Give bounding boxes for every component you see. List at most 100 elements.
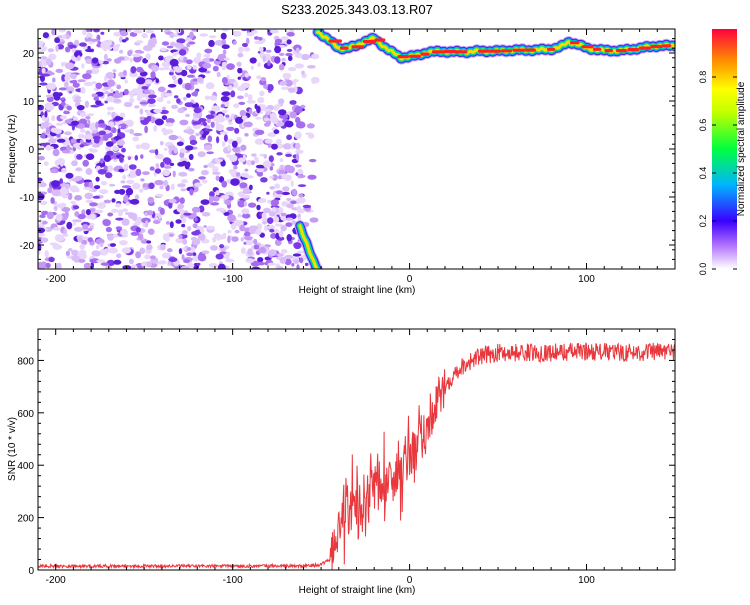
- noise-speckle: [117, 56, 125, 61]
- noise-speckle: [279, 256, 287, 264]
- noise-speckle: [275, 232, 280, 240]
- noise-speckle: [111, 208, 119, 213]
- noise-speckle: [201, 250, 210, 254]
- noise-speckle: [139, 108, 144, 115]
- noise-speckle: [168, 198, 177, 204]
- noise-speckle: [68, 44, 77, 50]
- noise-speckle: [244, 92, 249, 98]
- noise-speckle: [73, 205, 80, 210]
- noise-speckle: [129, 128, 134, 135]
- noise-speckle: [238, 101, 246, 105]
- noise-speckle: [232, 146, 241, 153]
- noise-speckle: [221, 91, 231, 96]
- noise-speckle: [196, 262, 201, 266]
- noise-speckle: [273, 129, 280, 134]
- spec-x-tick-label: -100: [223, 274, 243, 285]
- noise-speckle: [253, 244, 260, 250]
- noise-speckle: [73, 50, 83, 58]
- noise-speckle: [262, 160, 272, 168]
- noise-speckle: [133, 55, 142, 63]
- noise-speckle: [52, 77, 56, 83]
- noise-speckle: [114, 113, 118, 117]
- noise-speckle: [277, 109, 287, 116]
- noise-speckle: [124, 79, 128, 84]
- noise-speckle: [162, 67, 171, 70]
- noise-speckle: [120, 123, 127, 130]
- noise-speckle: [60, 38, 64, 42]
- noise-speckle: [174, 66, 183, 73]
- noise-speckle: [79, 243, 85, 250]
- noise-speckle: [134, 194, 140, 200]
- noise-speckle: [258, 198, 267, 204]
- noise-speckle: [119, 49, 124, 54]
- noise-speckle: [212, 65, 219, 72]
- noise-speckle: [240, 247, 246, 255]
- noise-speckle: [198, 67, 208, 73]
- noise-speckle: [118, 188, 126, 195]
- spec-y-tick-label: -20: [20, 241, 35, 252]
- noise-speckle: [108, 247, 118, 254]
- noise-speckle: [210, 110, 216, 115]
- noise-speckle: [291, 263, 295, 267]
- noise-speckle: [61, 74, 66, 82]
- noise-speckle: [58, 87, 68, 91]
- snr-y-tick-label: 800: [17, 356, 34, 367]
- noise-speckle: [286, 234, 292, 242]
- noise-speckle: [211, 105, 221, 112]
- colorbar-tick-label: 0.4: [698, 167, 708, 180]
- noise-speckle: [204, 95, 211, 101]
- noise-speckle: [77, 213, 86, 220]
- noise-speckle: [253, 238, 258, 245]
- noise-speckle: [285, 222, 293, 228]
- noise-speckle: [263, 122, 271, 127]
- noise-speckle: [287, 55, 293, 62]
- noise-speckle: [85, 168, 93, 175]
- noise-speckle: [207, 162, 215, 168]
- noise-speckle: [188, 153, 194, 161]
- noise-speckle: [217, 234, 227, 240]
- noise-speckle: [160, 47, 167, 52]
- noise-speckle: [147, 42, 153, 50]
- noise-speckle: [182, 230, 188, 235]
- noise-speckle: [91, 93, 98, 97]
- noise-speckle: [65, 46, 71, 53]
- noise-speckle: [112, 69, 117, 73]
- noise-speckle: [285, 79, 293, 87]
- noise-speckle: [189, 188, 194, 196]
- noise-speckle: [258, 46, 264, 52]
- noise-speckle: [144, 254, 151, 260]
- noise-speckle: [292, 253, 302, 257]
- noise-speckle: [251, 266, 261, 269]
- noise-speckle: [169, 162, 175, 166]
- noise-speckle: [56, 133, 61, 138]
- noise-speckle: [294, 52, 303, 59]
- noise-speckle: [168, 257, 178, 263]
- noise-speckle: [45, 103, 55, 111]
- noise-speckle: [126, 179, 135, 184]
- noise-speckle: [246, 159, 253, 166]
- noise-speckle: [179, 56, 184, 61]
- noise-speckle: [141, 86, 149, 90]
- noise-speckle: [249, 57, 257, 64]
- noise-speckle: [108, 183, 116, 187]
- noise-speckle: [48, 146, 54, 150]
- noise-speckle: [285, 217, 294, 221]
- noise-speckle: [59, 97, 66, 101]
- noise-speckle: [269, 228, 275, 233]
- noise-speckle: [85, 29, 91, 33]
- noise-speckle: [99, 158, 104, 164]
- noise-speckle: [186, 247, 192, 251]
- noise-speckle: [112, 44, 120, 52]
- noise-speckle: [180, 265, 190, 269]
- noise-speckle: [48, 256, 55, 263]
- noise-speckle: [147, 228, 155, 235]
- noise-speckle: [147, 98, 156, 104]
- noise-speckle: [204, 128, 213, 132]
- noise-speckle: [305, 132, 313, 136]
- noise-speckle: [221, 77, 228, 84]
- noise-speckle: [99, 189, 109, 195]
- noise-speckle: [267, 262, 276, 266]
- noise-speckle: [103, 248, 111, 254]
- noise-speckle: [253, 36, 260, 40]
- snr-plot-area: [38, 329, 675, 570]
